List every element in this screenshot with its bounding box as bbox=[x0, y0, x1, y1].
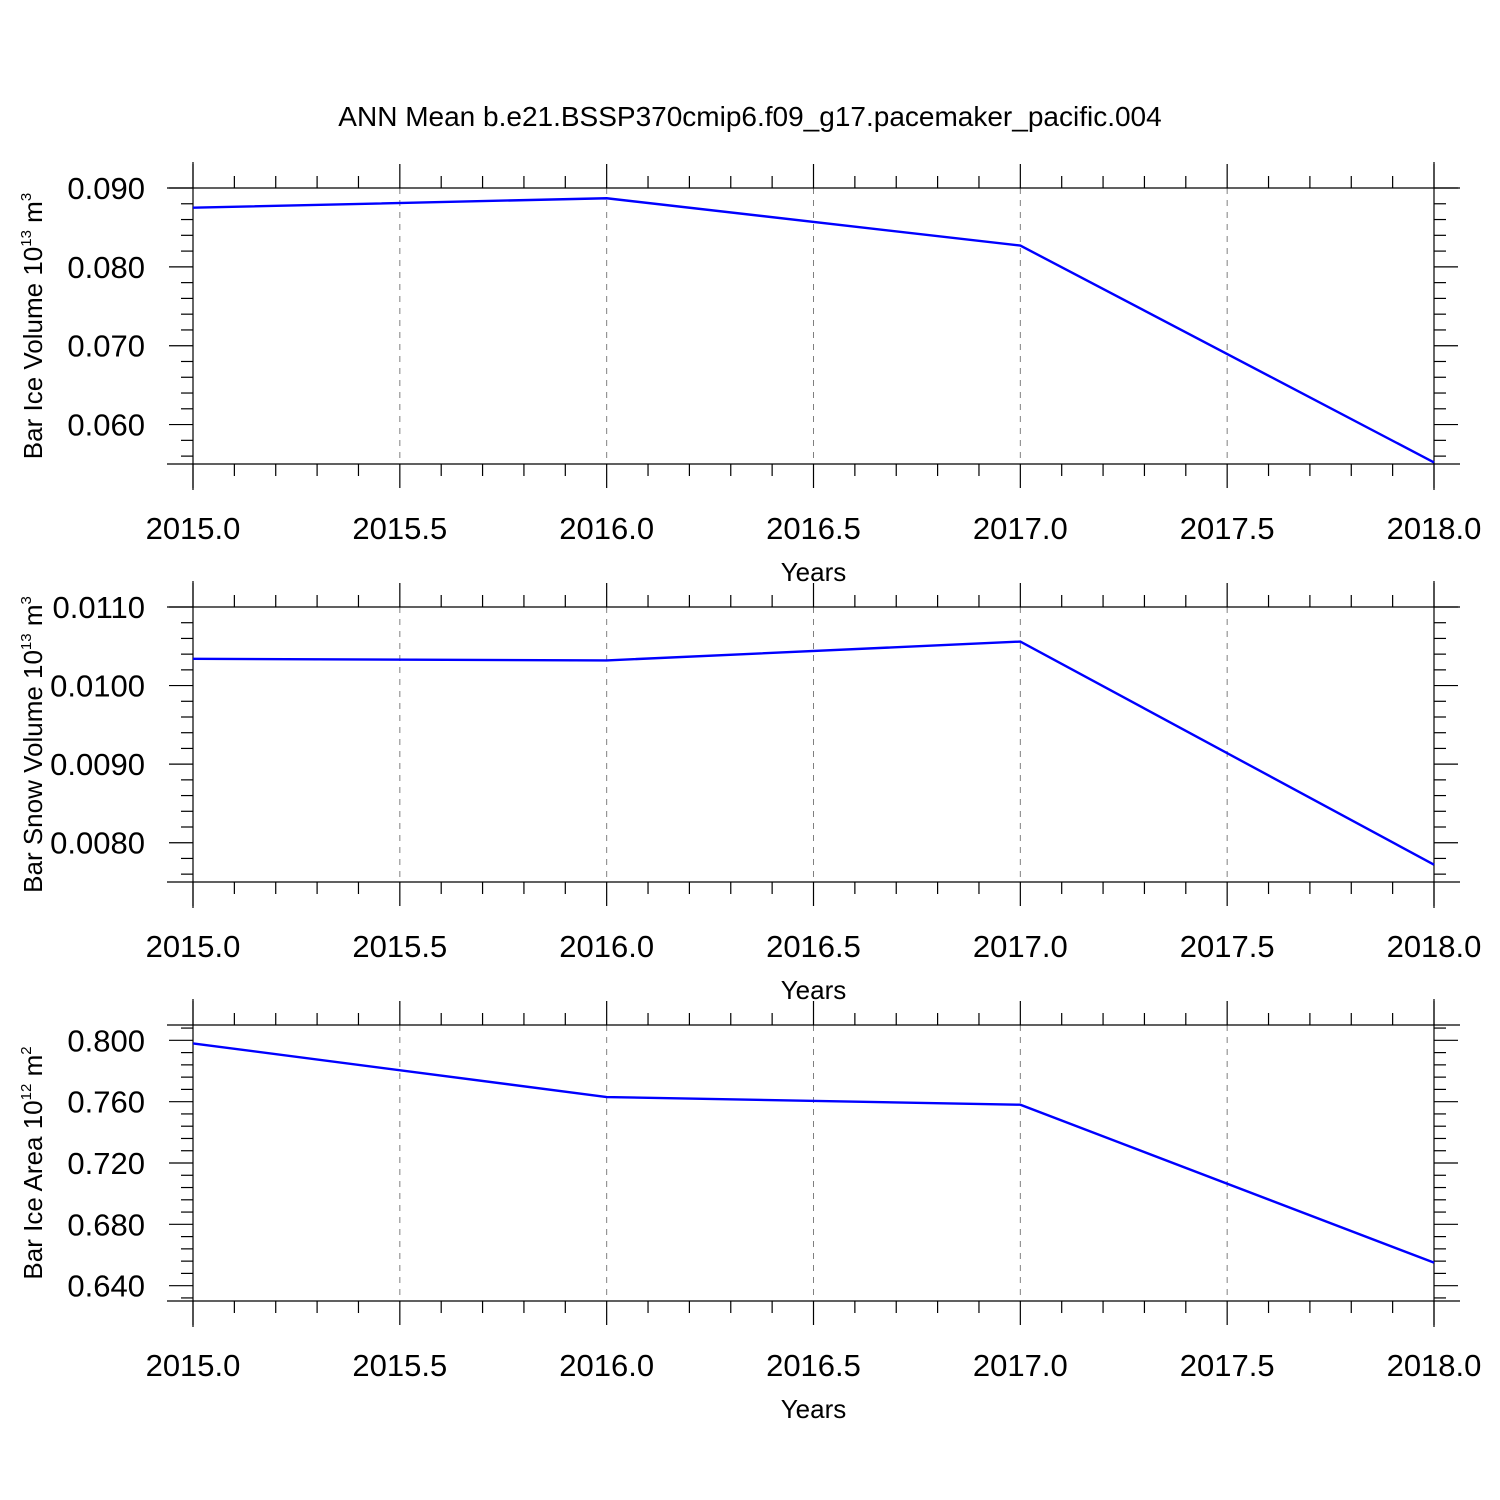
y-tick-label: 0.720 bbox=[67, 1146, 145, 1181]
panel-2: 2015.0 2015.5 2016.0 2016.5 2017.0 2017.5 2018… bbox=[18, 581, 1481, 1005]
y-axis-label: Bar Ice Area 1012 m2 bbox=[18, 1046, 48, 1279]
y-tick-label: 0.680 bbox=[67, 1207, 145, 1242]
x-tick-label: 2018.0 bbox=[1387, 511, 1482, 546]
y-tick-label: 0.080 bbox=[67, 250, 145, 285]
x-tick-label: 2016.0 bbox=[559, 511, 654, 546]
y-tick-label: 0.060 bbox=[67, 408, 145, 443]
x-axis-label: Years bbox=[781, 975, 847, 1005]
x-tick-label: 2017.0 bbox=[973, 929, 1068, 964]
x-tick-label: 2017.5 bbox=[1180, 511, 1275, 546]
x-axis-label: Years bbox=[781, 1394, 847, 1424]
y-tick-label: 0.760 bbox=[67, 1085, 145, 1120]
x-tick-label: 2016.5 bbox=[766, 511, 861, 546]
panels: 2015.0 2015.5 2016.0 2016.5 2017.0 2017.5 2018… bbox=[18, 162, 1481, 1424]
x-tick-label: 2016.5 bbox=[766, 929, 861, 964]
x-tick-label: 2015.0 bbox=[146, 1348, 241, 1383]
x-axis-label: Years bbox=[781, 557, 847, 587]
x-tick-label: 2015.5 bbox=[352, 511, 447, 546]
y-tick-label: 0.090 bbox=[67, 171, 145, 206]
y-tick-label: 0.640 bbox=[67, 1269, 145, 1304]
y-tick-label: 0.800 bbox=[67, 1023, 145, 1058]
y-axis-label: Bar Snow Volume 1013 m3 bbox=[18, 596, 48, 893]
x-tick-label: 2018.0 bbox=[1387, 1348, 1482, 1383]
x-tick-label: 2015.0 bbox=[146, 511, 241, 546]
x-tick-label: 2016.5 bbox=[766, 1348, 861, 1383]
y-tick-label: 0.0090 bbox=[50, 747, 145, 782]
y-tick-label: 0.0080 bbox=[50, 826, 145, 861]
x-tick-label: 2017.5 bbox=[1180, 1348, 1275, 1383]
series-line bbox=[192, 640, 1435, 866]
y-tick-label: 0.070 bbox=[67, 329, 145, 364]
x-tick-label: 2017.0 bbox=[973, 511, 1068, 546]
x-tick-label: 2015.0 bbox=[146, 929, 241, 964]
x-tick-label: 2017.5 bbox=[1180, 929, 1275, 964]
panel-1: 2015.0 2015.5 2016.0 2016.5 2017.0 2017.5 2018… bbox=[18, 162, 1481, 587]
x-tick-label: 2016.0 bbox=[559, 1348, 654, 1383]
figure-title: ANN Mean b.e21.BSSP370cmip6.f09_g17.pace… bbox=[338, 101, 1161, 132]
y-axis-label: Bar Ice Volume 1013 m3 bbox=[18, 193, 48, 459]
x-tick-label: 2018.0 bbox=[1387, 929, 1482, 964]
x-tick-label: 2017.0 bbox=[973, 1348, 1068, 1383]
x-tick-label: 2015.5 bbox=[352, 1348, 447, 1383]
panel-3: 2015.0 2015.5 2016.0 2016.5 2017.0 2017.5 2018… bbox=[18, 999, 1481, 1424]
x-tick-label: 2015.5 bbox=[352, 929, 447, 964]
y-tick-label: 0.0100 bbox=[50, 669, 145, 704]
series-line bbox=[192, 1042, 1435, 1264]
x-tick-label: 2016.0 bbox=[559, 929, 654, 964]
y-tick-label: 0.0110 bbox=[52, 590, 145, 625]
series-line bbox=[192, 197, 1435, 464]
